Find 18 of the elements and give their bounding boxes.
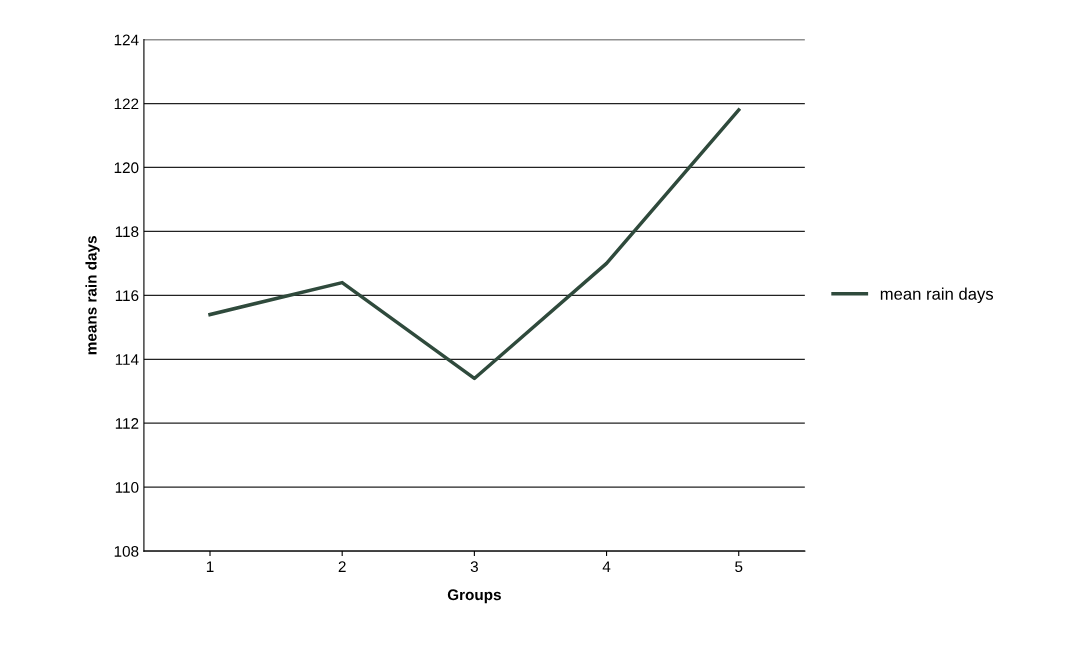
legend-label: mean rain days <box>880 287 994 304</box>
y-tick-label: 116 <box>115 290 139 302</box>
y-tick-label: 108 <box>114 545 139 557</box>
x-tick-label: 4 <box>602 561 611 572</box>
y-tick-label: 122 <box>114 98 139 110</box>
y-tick-label: 124 <box>114 34 139 46</box>
y-tick-label: 112 <box>115 418 139 429</box>
x-tick-label: 3 <box>470 561 478 573</box>
y-tick-label: 120 <box>114 162 139 174</box>
line-series <box>208 108 741 381</box>
x-tick-label: 1 <box>206 561 214 572</box>
x-tick-label: 2 <box>338 561 346 572</box>
y-axis-title: means rain days <box>85 236 100 355</box>
x-axis-title: Groups <box>447 589 501 604</box>
y-tick-label: 114 <box>115 354 139 365</box>
y-tick-label: 110 <box>115 482 139 493</box>
x-tick-label: 5 <box>735 561 743 573</box>
y-tick-label: 118 <box>115 226 139 238</box>
